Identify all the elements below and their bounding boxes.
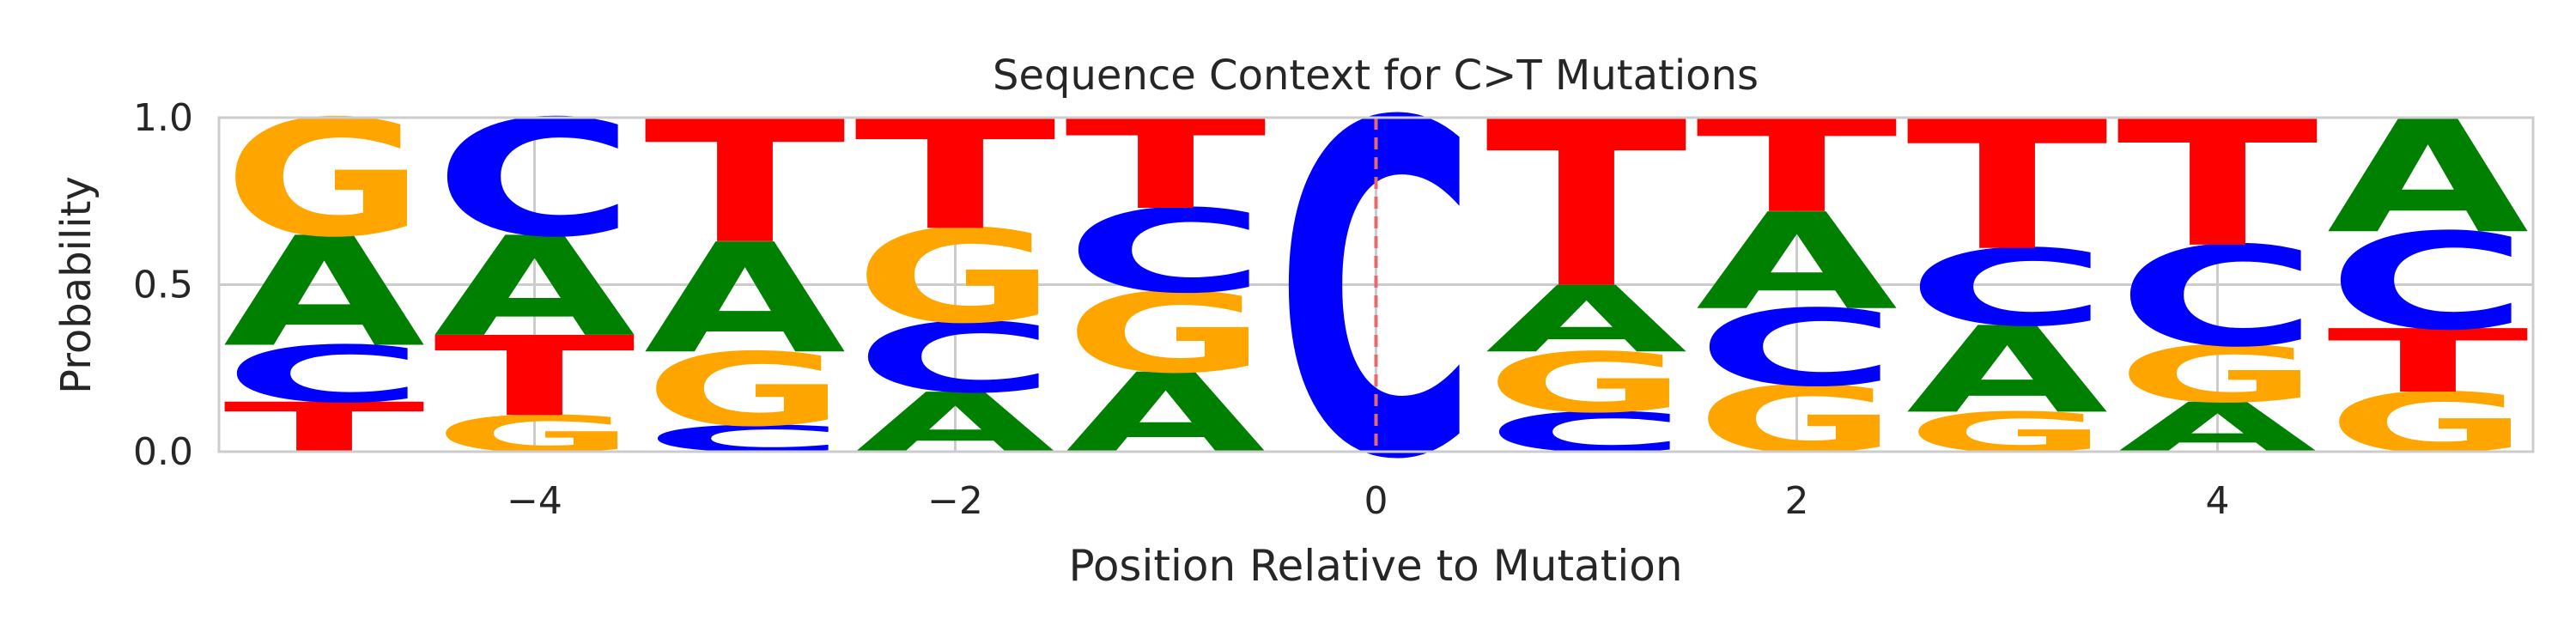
chart-title: Sequence Context for C>T Mutations bbox=[993, 52, 1759, 100]
logo-letter-T: T bbox=[223, 388, 425, 468]
logo-letter-G: G bbox=[1485, 336, 1687, 431]
logo-letter-G: G bbox=[644, 331, 846, 449]
logo-letter-G: G bbox=[434, 405, 635, 464]
logo-letter-A: A bbox=[434, 208, 635, 368]
logo-letter-G: G bbox=[1065, 270, 1267, 398]
logo-letter-C: C bbox=[1696, 288, 1898, 410]
logo-letter-T: T bbox=[1906, 83, 2110, 291]
logo-letter-C: C bbox=[223, 329, 425, 420]
y-axis-label: Probability bbox=[52, 176, 100, 394]
logo-letter-G: G bbox=[1906, 401, 2108, 465]
logo-letter-A: A bbox=[1906, 301, 2108, 440]
logo-letter-C: C bbox=[2327, 205, 2529, 360]
logo-letter-T: T bbox=[1065, 94, 1268, 237]
x-axis-ticks: −4 −2 0 2 4 bbox=[507, 479, 2229, 523]
x-tick-label: −4 bbox=[507, 479, 562, 523]
logo-letter-C: C bbox=[434, 86, 635, 272]
logo-letter-T: T bbox=[854, 88, 1058, 264]
logo-letter-A: A bbox=[644, 211, 846, 387]
logo-letter-T: T bbox=[2327, 311, 2529, 412]
logo-letter-A: A bbox=[2327, 87, 2529, 268]
x-tick-label: 0 bbox=[1364, 479, 1388, 523]
logo-letter-C: C bbox=[1065, 185, 1267, 319]
x-axis-label: Position Relative to Mutation bbox=[1068, 541, 1682, 591]
logo-letter-T: T bbox=[2117, 83, 2320, 286]
logo-letter-G: G bbox=[2117, 330, 2318, 420]
logo-letter-A: A bbox=[854, 375, 1056, 471]
logo-letter-G: G bbox=[2327, 376, 2529, 471]
y-axis-ticks: 0.0 0.5 1.0 bbox=[133, 96, 193, 474]
logo-letter-C: C bbox=[1906, 228, 2108, 349]
plot-frame bbox=[217, 116, 2535, 453]
y-tick-label: 0.0 bbox=[133, 430, 193, 474]
logo-letter-T: T bbox=[434, 313, 637, 441]
logo-letter-C: C bbox=[1275, 27, 1477, 561]
logo-letter-A: A bbox=[1485, 267, 1687, 374]
logo-letter-T: T bbox=[1696, 92, 1899, 241]
logo-letter-A: A bbox=[1696, 185, 1898, 339]
logo-letter-G: G bbox=[854, 203, 1056, 352]
logo-letter-C: C bbox=[854, 302, 1056, 415]
y-tick-label: 0.5 bbox=[133, 264, 193, 307]
logo-letter-G: G bbox=[1696, 367, 1898, 473]
logo-letter-C: C bbox=[644, 417, 846, 460]
logo-letter-G: G bbox=[223, 87, 425, 273]
logo-letter-A: A bbox=[223, 205, 425, 381]
logo-letter-C: C bbox=[1485, 401, 1687, 465]
x-tick-label: −2 bbox=[927, 479, 983, 523]
y-tick-label: 1.0 bbox=[133, 96, 193, 140]
x-tick-label: 4 bbox=[2206, 479, 2230, 523]
logo-letter-A: A bbox=[2117, 388, 2318, 468]
logo-letter-T: T bbox=[644, 84, 848, 282]
x-tick-label: 2 bbox=[1785, 479, 1809, 523]
logo-letter-C: C bbox=[2117, 217, 2318, 377]
logo-letter-A: A bbox=[1065, 349, 1267, 477]
logo-letter-T: T bbox=[1485, 72, 1689, 338]
